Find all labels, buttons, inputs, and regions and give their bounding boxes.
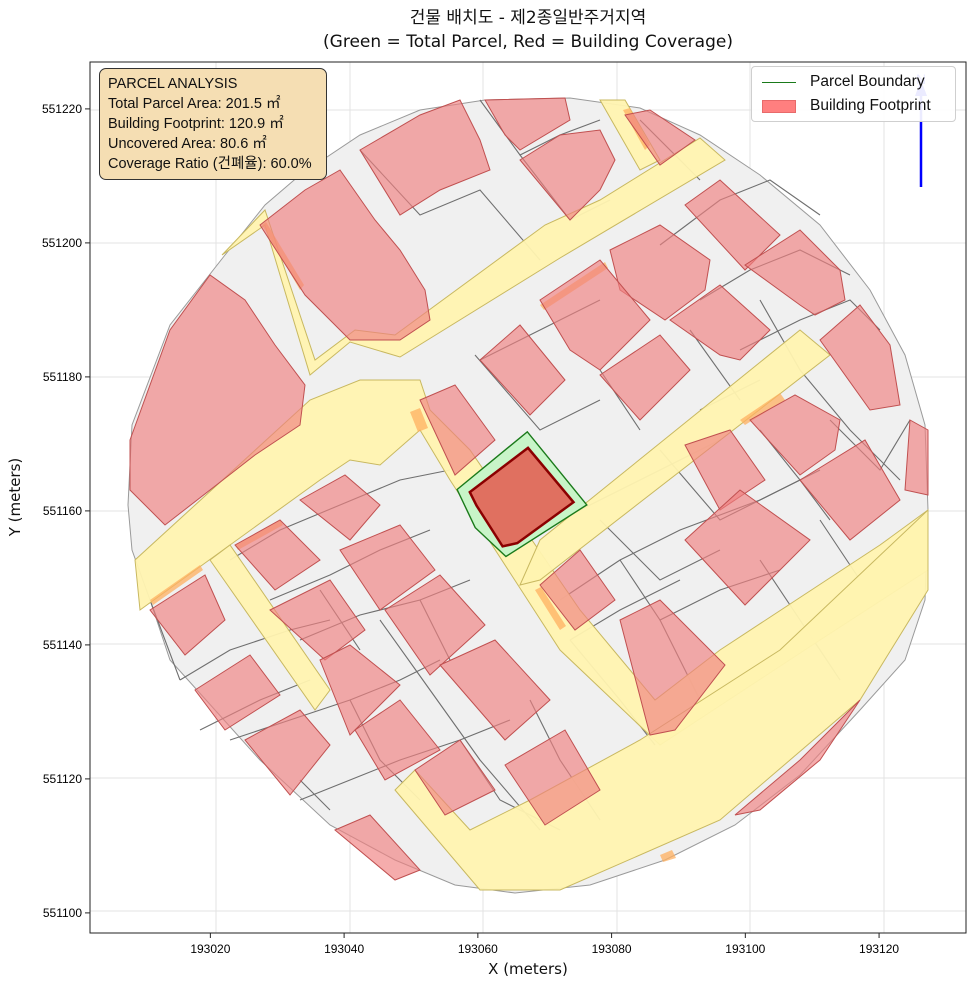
building [384,574,486,676]
legend-patch-swatch [762,99,796,113]
building [419,384,496,476]
building [439,639,551,741]
building [539,259,651,371]
axis-ticks: 193020 193040 193060 193080 193100 193120 5511… [42,102,899,956]
building [684,429,766,511]
y-tick-label: 551120 [43,772,82,786]
building [819,304,901,411]
building [734,699,861,816]
parcel-analysis-box: PARCEL ANALYSIS Total Parcel Area: 201.5… [99,68,327,180]
building [624,109,696,166]
building [749,394,841,476]
y-axis-label: Y (meters) [6,457,24,537]
legend: Parcel Boundary Building Footprint [751,66,956,122]
info-heading: PARCEL ANALYSIS [108,76,238,92]
legend-line-swatch [762,81,796,83]
building [269,579,366,661]
building [619,599,726,736]
legend-label-parcel: Parcel Boundary [810,73,925,90]
building [684,489,811,606]
title-line-2: (Green = Total Parcel, Red = Building Co… [323,32,733,52]
building [149,574,226,656]
info-uncovered: Uncovered Area: 80.6 ㎡ [108,136,267,152]
building [539,549,616,631]
building [904,419,929,496]
legend-item-building: Building Footprint [762,97,931,115]
building [504,729,601,826]
building [359,99,491,216]
building [129,274,306,526]
target-layer [456,430,588,558]
info-coverage: Coverage Ratio (건폐율): 60.0% [108,156,312,172]
info-footprint: Building Footprint: 120.9 ㎡ [108,116,284,132]
axes-frame [89,61,967,934]
buildings [129,97,929,881]
building [194,654,281,731]
legend-label-building: Building Footprint [810,97,931,114]
building [334,814,421,881]
building [234,519,321,591]
x-tick-label: 193020 [190,942,230,956]
building [669,284,771,361]
x-tick-label: 193100 [725,942,765,956]
building [339,524,436,611]
building [484,97,571,151]
building [684,179,781,271]
map-title: 건물 배치도 - 제2종일반주거지역 (Green = Total Parcel… [90,6,966,54]
building [319,644,401,736]
legend-item-parcel: Parcel Boundary [762,73,925,91]
x-tick-label: 193060 [458,942,498,956]
building [799,439,901,541]
building [744,229,846,316]
building [479,324,566,416]
building [259,169,431,341]
building [354,699,441,781]
x-axis-label: X (meters) [488,960,568,978]
info-total-area: Total Parcel Area: 201.5 ㎡ [108,96,281,112]
building [414,739,496,816]
y-tick-label: 551160 [43,504,82,518]
roads [134,99,929,891]
building [244,709,331,796]
y-tick-label: 551180 [43,370,82,384]
x-tick-label: 193080 [592,942,632,956]
building [299,474,381,541]
y-tick-label: 551100 [43,906,82,920]
x-tick-label: 193120 [859,942,899,956]
y-tick-label: 551220 [42,102,82,116]
y-tick-label: 551200 [42,236,82,250]
x-tick-label: 193040 [324,942,364,956]
target-building [468,446,576,548]
building [519,129,616,221]
building [599,334,691,421]
title-line-1: 건물 배치도 - 제2종일반주거지역 [409,8,647,28]
y-tick-label: 551140 [43,638,82,652]
